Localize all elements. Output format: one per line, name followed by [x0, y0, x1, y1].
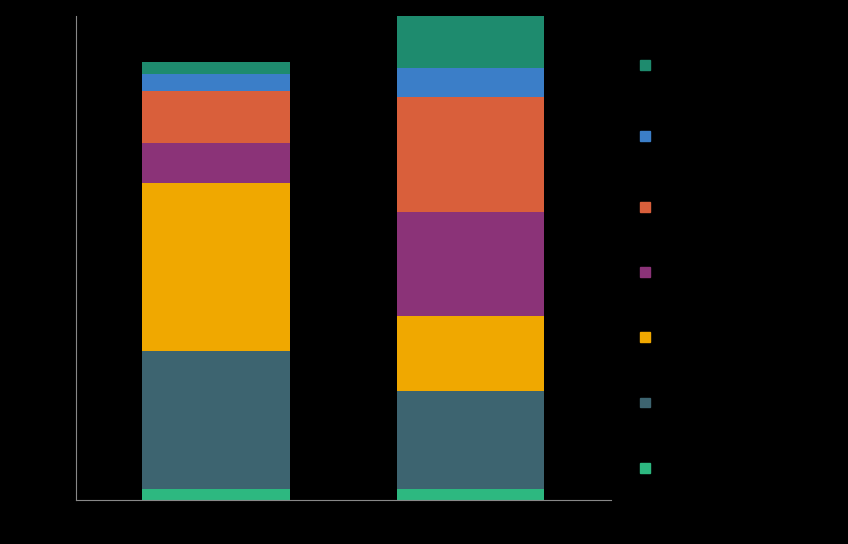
Bar: [142, 183, 290, 351]
Bar: [397, 16, 544, 68]
Bar: [397, 489, 544, 500]
Bar: [142, 351, 290, 489]
Bar: [142, 63, 290, 74]
Bar: [142, 74, 290, 91]
Bar: [397, 316, 544, 391]
Bar: [142, 489, 290, 500]
Bar: [397, 212, 544, 316]
Bar: [142, 143, 290, 183]
Bar: [142, 91, 290, 143]
Bar: [397, 68, 544, 97]
Bar: [397, 97, 544, 212]
Bar: [397, 391, 544, 489]
